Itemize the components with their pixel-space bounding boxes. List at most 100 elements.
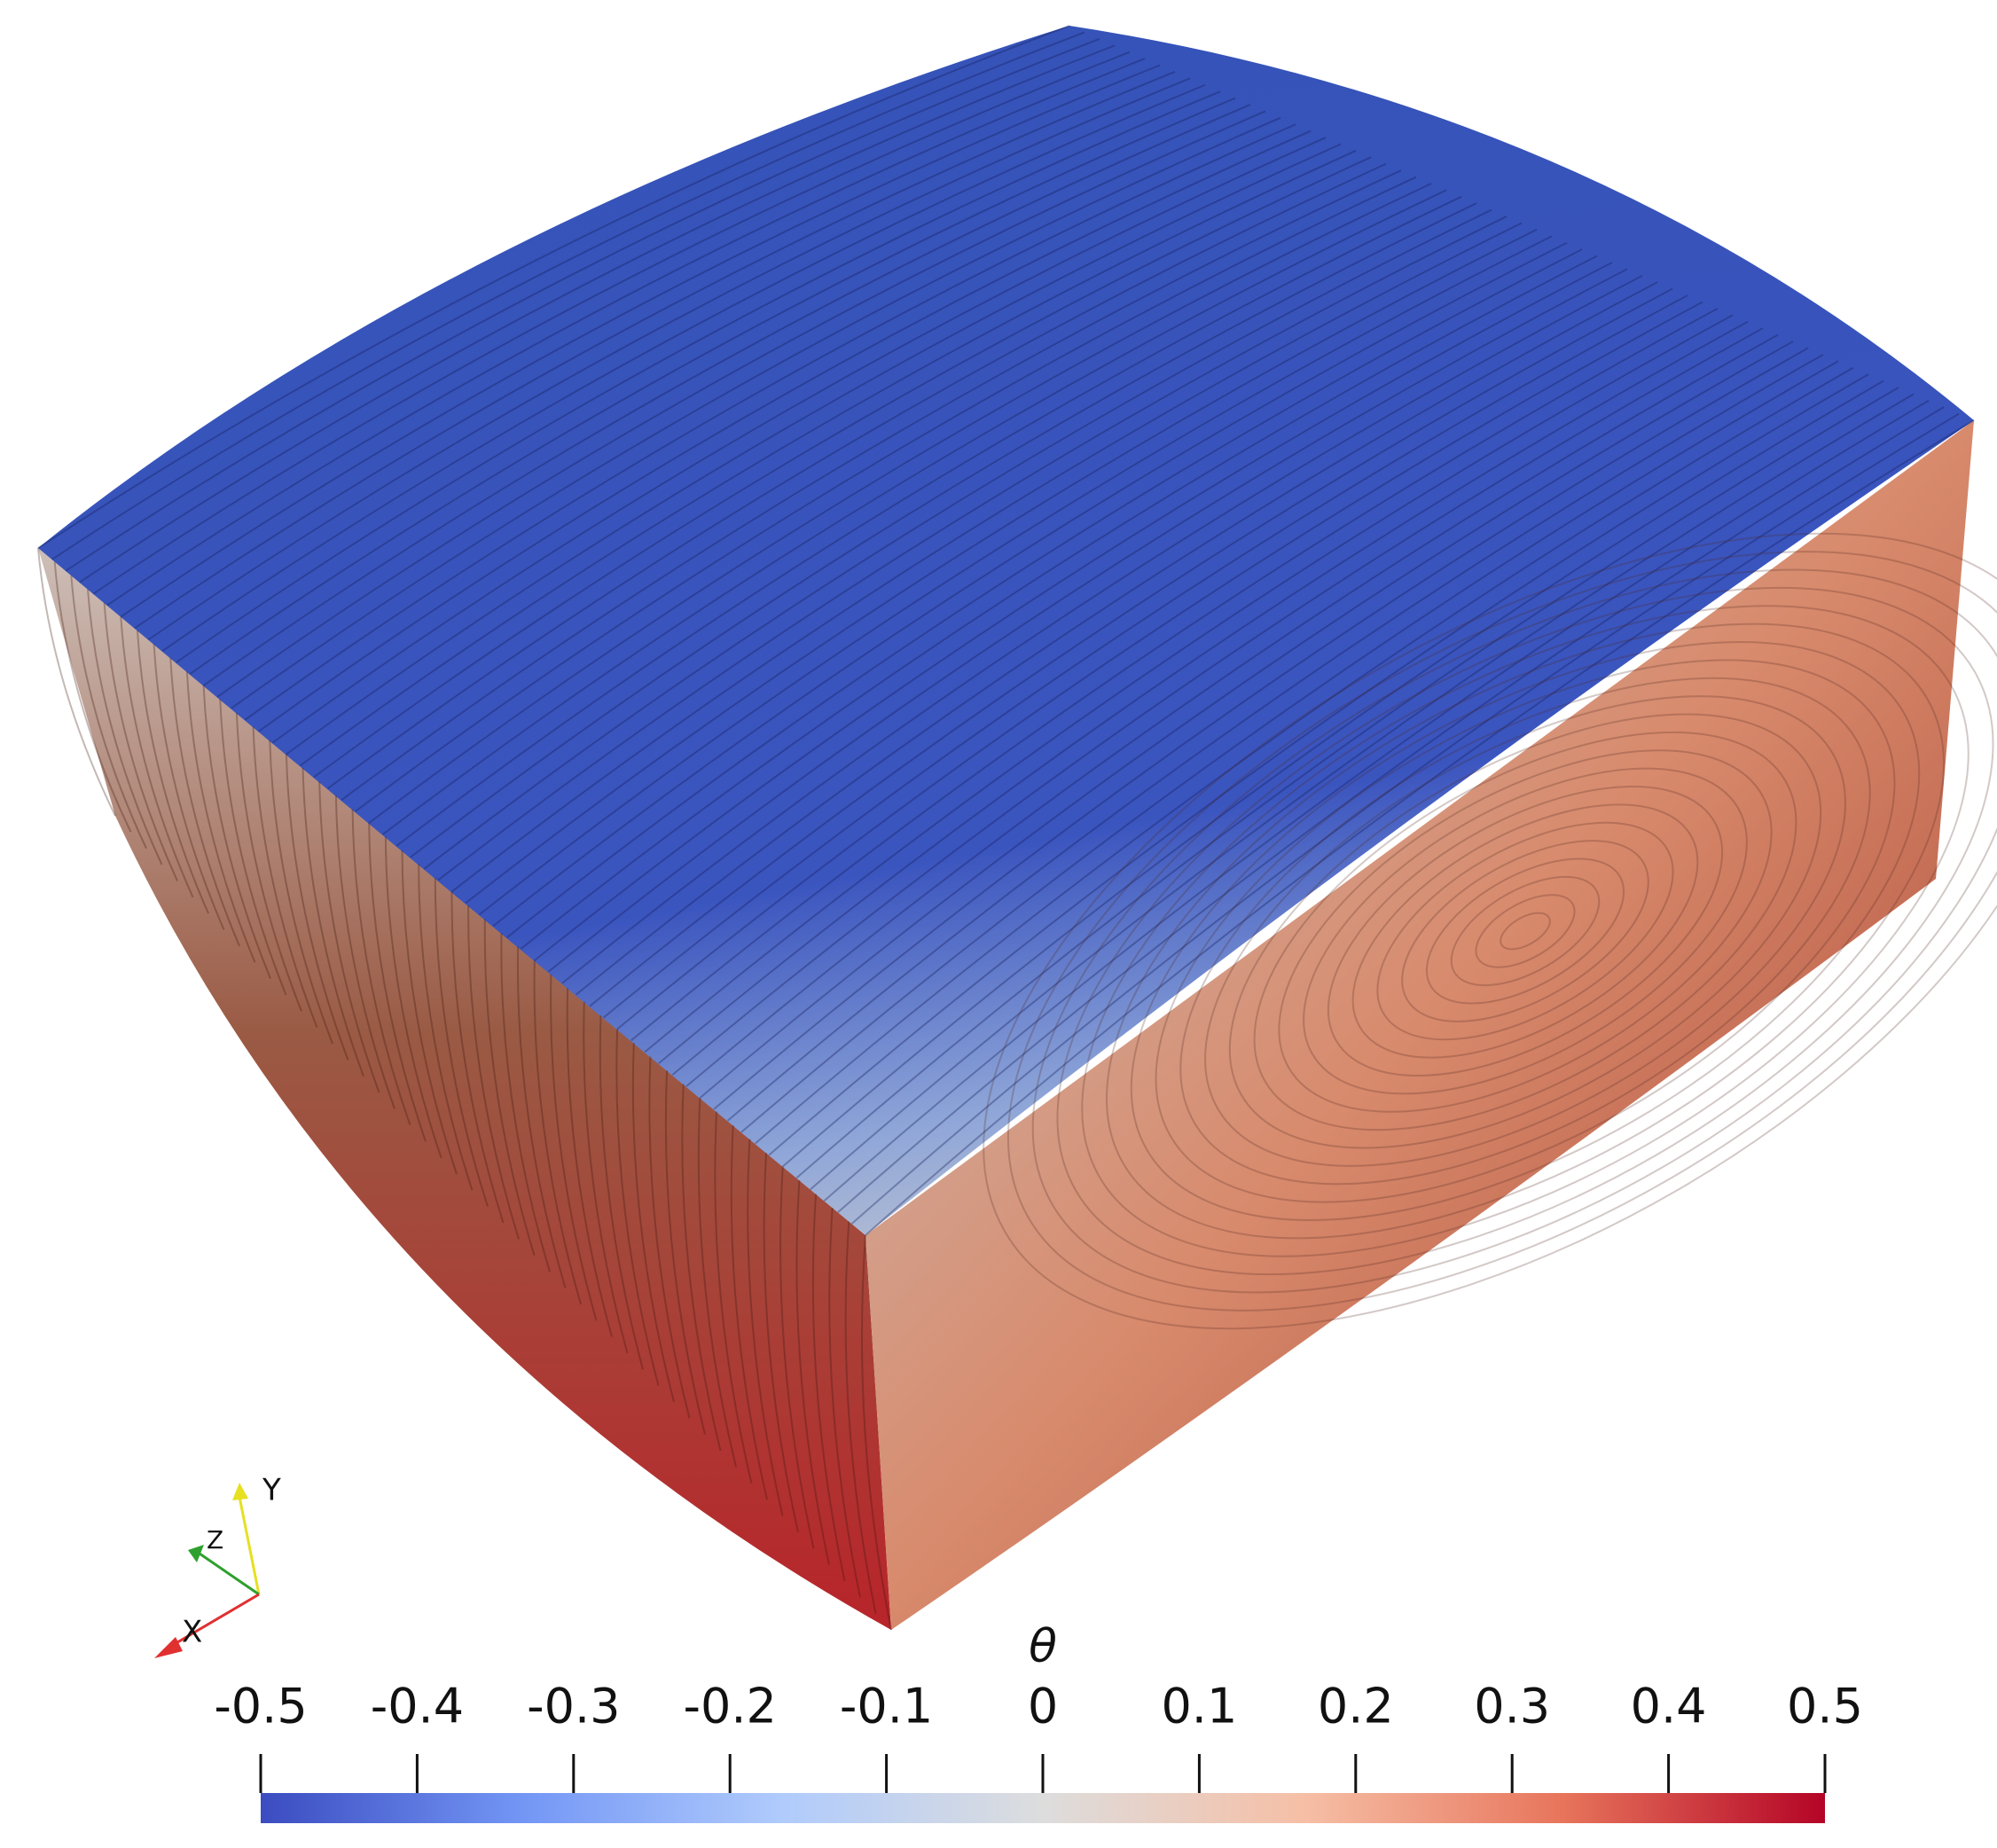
streamline	[185, 671, 256, 963]
streamline	[768, 373, 1869, 1156]
streamline	[147, 77, 1191, 641]
streamline	[161, 83, 1206, 653]
tick-label: 0.4	[1631, 1679, 1707, 1734]
streamline	[1278, 749, 1773, 1113]
streamline	[850, 412, 1960, 1225]
streamline	[401, 850, 458, 1175]
streamline	[671, 327, 1764, 1076]
tick-label: 0	[1028, 1679, 1058, 1734]
z-axis-arrow	[199, 1552, 260, 1596]
streamline	[583, 1001, 629, 1354]
streamline	[516, 946, 567, 1288]
y-axis-arrow	[238, 1496, 261, 1595]
streamline	[726, 353, 1824, 1122]
streamline	[492, 241, 1568, 928]
streamline	[334, 795, 395, 1109]
streamline	[730, 1124, 768, 1500]
streamline	[1081, 605, 1970, 1257]
streamline	[1056, 586, 1994, 1276]
streamline	[258, 129, 1312, 732]
streamline	[1376, 821, 1674, 1041]
streamline	[189, 97, 1236, 675]
tick-label: 0.1	[1161, 1679, 1237, 1734]
streamline	[478, 235, 1553, 916]
streamline	[92, 51, 1131, 595]
streamline	[861, 1234, 892, 1631]
streamline	[313, 156, 1372, 779]
streamline	[1475, 894, 1576, 968]
streamline	[713, 347, 1809, 1110]
streamline	[53, 561, 132, 833]
streamline	[120, 616, 194, 898]
streamline	[697, 1097, 737, 1468]
streamline	[79, 44, 1116, 583]
streamline	[395, 195, 1462, 847]
y-axis-head	[232, 1483, 248, 1500]
streamline	[630, 308, 1719, 1042]
streamline	[1401, 840, 1649, 1022]
streamline	[286, 143, 1342, 756]
streamline	[1179, 677, 1871, 1186]
streamline	[382, 189, 1447, 835]
streamline	[550, 974, 598, 1321]
streamline	[644, 314, 1734, 1053]
streamline	[533, 959, 582, 1305]
streamline	[86, 589, 163, 865]
streamline	[664, 1069, 706, 1435]
streamline	[318, 781, 380, 1093]
z-axis-label: Z	[207, 1525, 223, 1554]
streamline	[810, 393, 1915, 1191]
top-face	[38, 26, 1974, 1235]
streamline	[615, 1029, 660, 1386]
streamline	[368, 822, 427, 1142]
streamline	[547, 268, 1628, 973]
streamline	[203, 104, 1251, 686]
tick-label: 0.3	[1474, 1679, 1550, 1734]
tick-label: -0.3	[527, 1679, 620, 1734]
streamline	[1303, 767, 1748, 1095]
right-face	[865, 420, 1974, 1630]
x-axis-arrow	[168, 1593, 260, 1649]
streamline	[483, 919, 536, 1257]
streamline	[434, 877, 489, 1207]
streamline	[410, 202, 1477, 858]
streamline	[1500, 912, 1551, 951]
axes-triad: Y Z X	[154, 1473, 281, 1658]
streamline	[418, 864, 474, 1191]
streamline	[326, 162, 1387, 790]
streamline	[865, 419, 1975, 1236]
streamline	[1327, 786, 1724, 1077]
streamline	[175, 90, 1221, 663]
streamline	[795, 1179, 830, 1565]
streamline	[795, 387, 1899, 1179]
streamline	[202, 685, 271, 979]
streamline	[685, 333, 1779, 1087]
streamline	[51, 31, 1085, 560]
streamline	[763, 1152, 799, 1533]
streamline	[106, 58, 1146, 607]
streamline	[269, 740, 333, 1045]
streamline	[520, 254, 1598, 950]
streamline	[450, 222, 1523, 893]
streamline	[1031, 568, 1997, 1294]
streamline	[465, 229, 1538, 904]
tick-label: -0.4	[371, 1679, 464, 1734]
streamline	[1006, 551, 1997, 1312]
streamline	[782, 380, 1884, 1168]
streamline	[534, 262, 1613, 961]
y-axis-label: Y	[262, 1473, 281, 1508]
streamline	[844, 1221, 877, 1614]
streamline	[983, 532, 1997, 1330]
tick-label: -0.1	[840, 1679, 933, 1734]
streamline	[134, 70, 1176, 630]
streamline	[589, 287, 1673, 1007]
streamline	[602, 294, 1688, 1019]
streamline	[1450, 875, 1601, 987]
streamline	[631, 1042, 675, 1403]
streamline	[341, 169, 1402, 801]
streamline	[450, 891, 505, 1224]
streamline	[566, 987, 613, 1337]
streamline	[616, 301, 1703, 1030]
colorbar: -0.5 -0.4 -0.3 -0.2 -0.1 0 0.1 0.2 0.3 0.4 0.5	[214, 1679, 1863, 1823]
